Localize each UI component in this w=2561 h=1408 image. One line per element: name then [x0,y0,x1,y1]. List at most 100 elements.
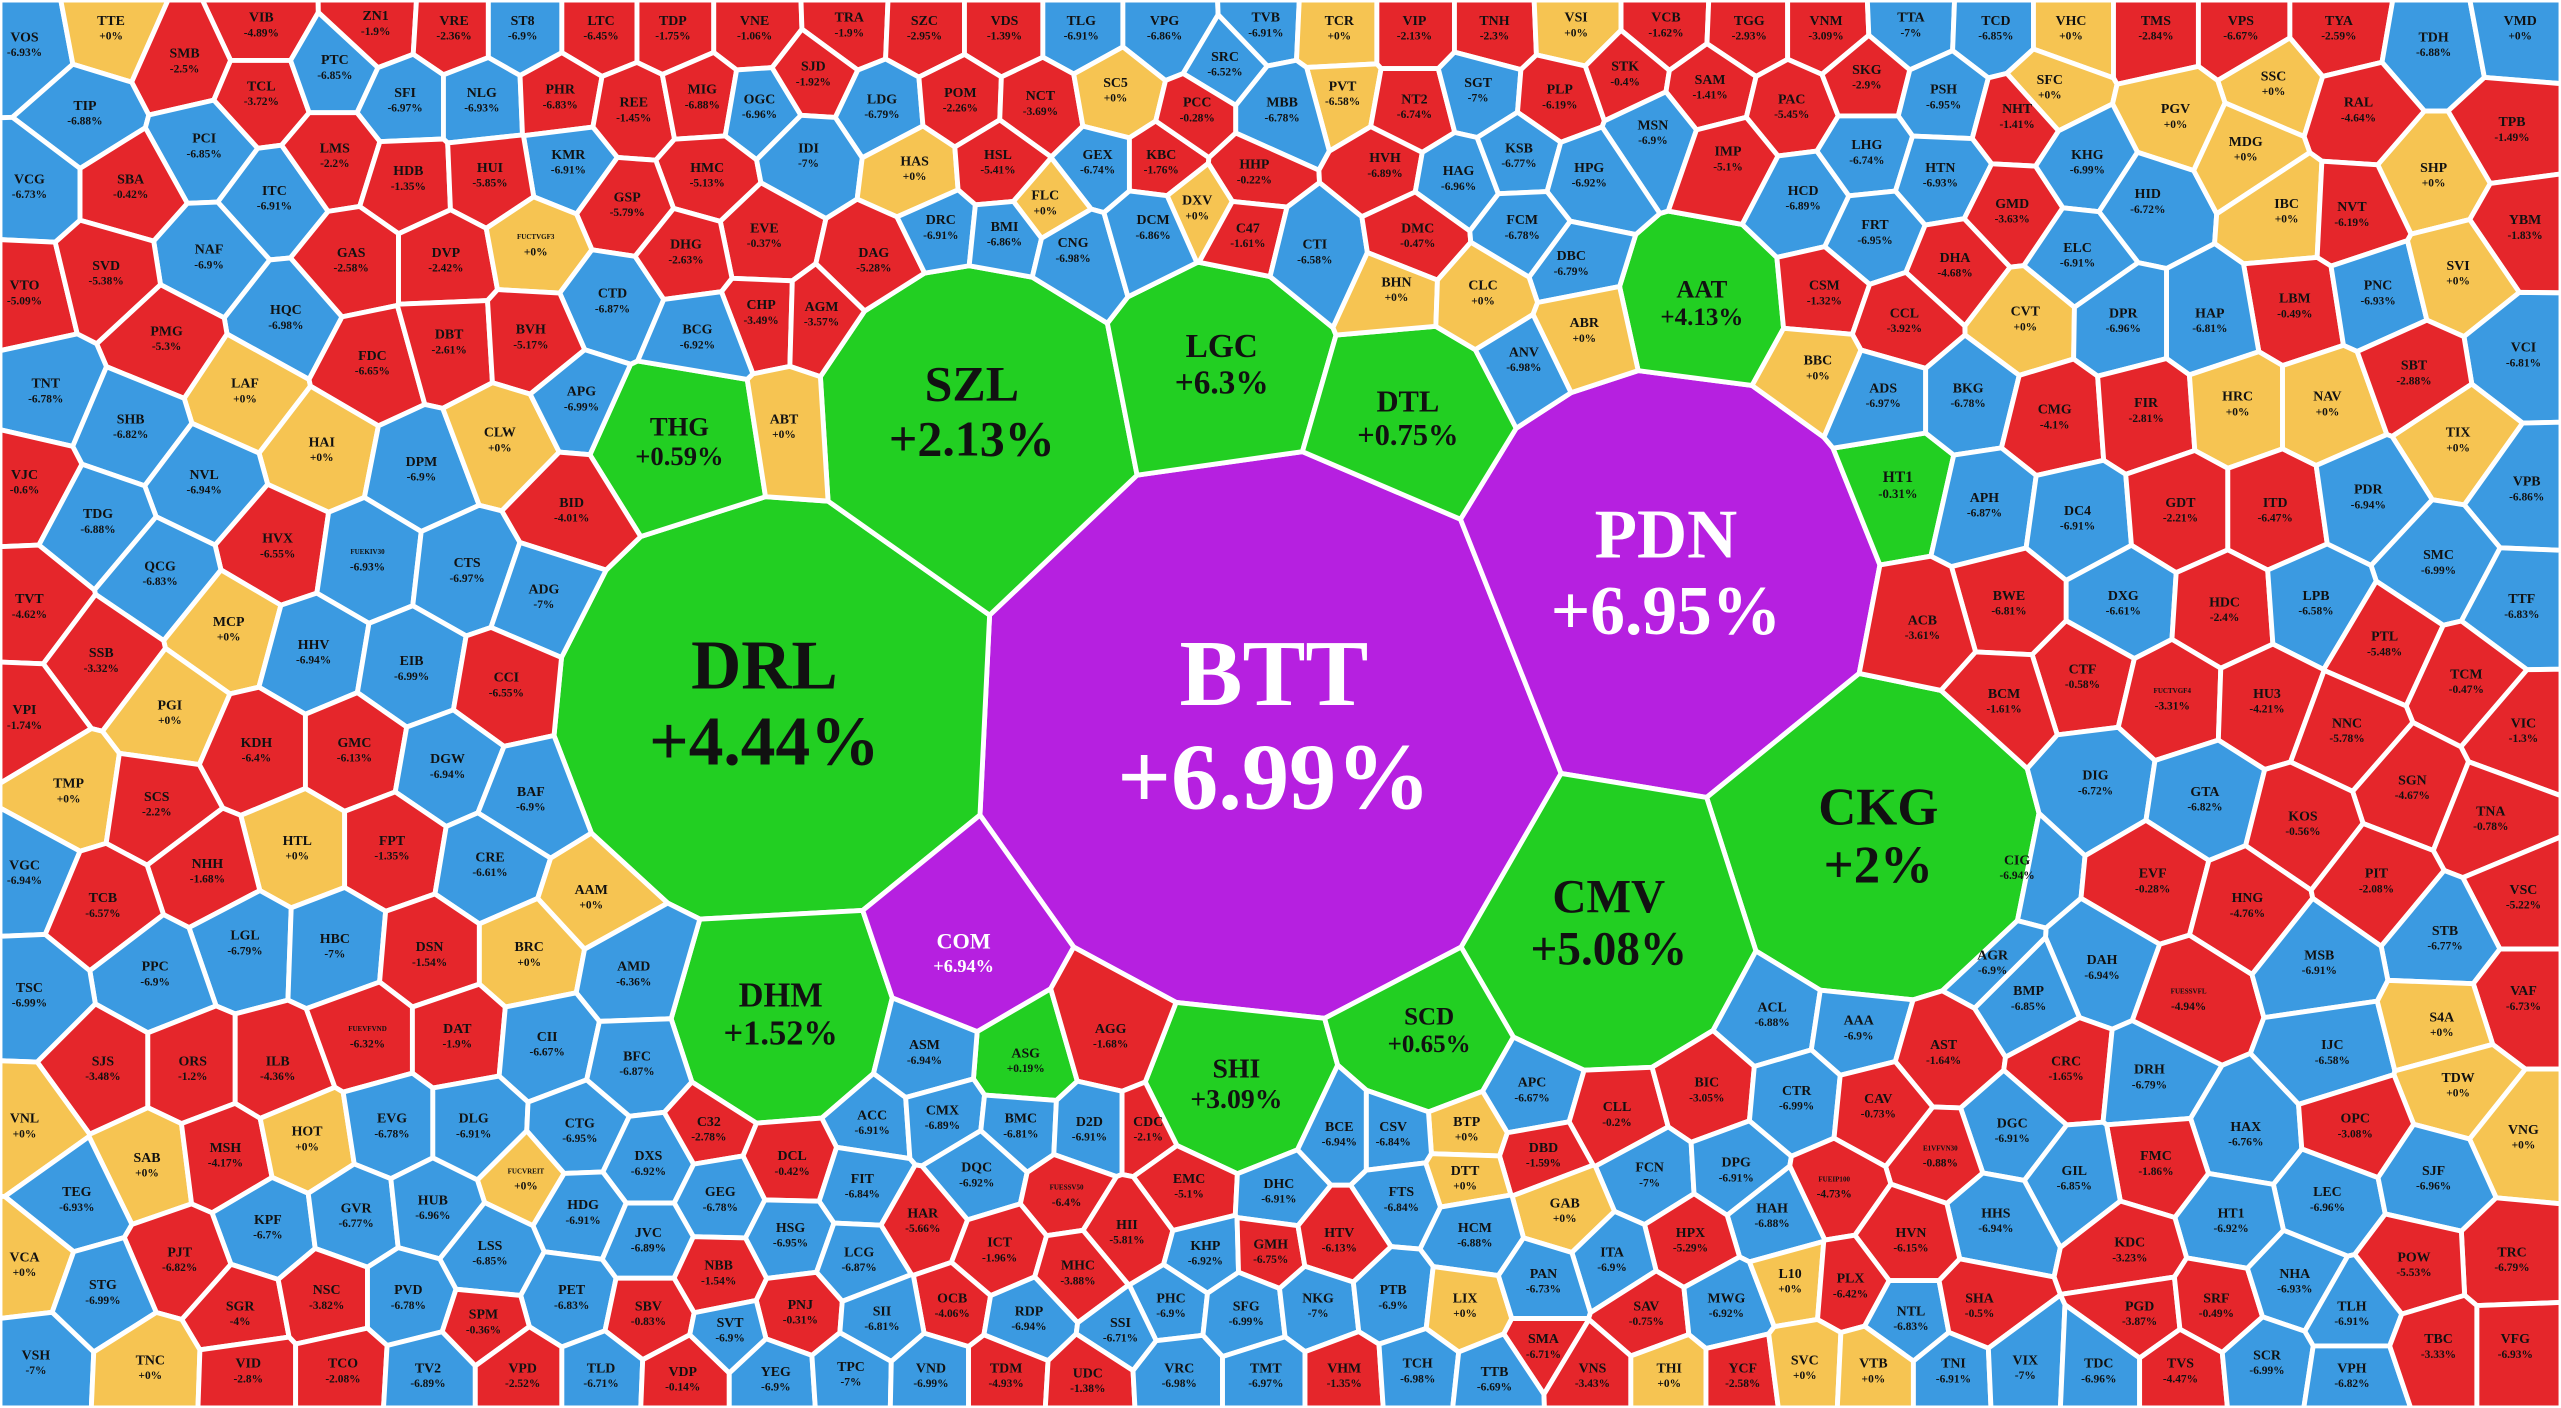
ticker-label: C47 [1236,221,1260,236]
change-label: -6.87% [619,1066,654,1078]
change-label: -0.22% [1237,174,1272,186]
change-label: -6.78% [1505,230,1540,242]
change-label: -7% [2015,1370,2036,1382]
ticker-label: SJD [801,60,826,75]
ticker-label: BCM [1988,687,2020,702]
ticker-label: CTS [454,556,481,571]
change-label: -0.47% [2449,684,2484,696]
ticker-label: HAG [1443,164,1475,179]
ticker-label: GEG [705,1185,736,1200]
ticker-label: AGM [805,300,839,315]
change-label: -6.76% [2228,1136,2263,1148]
ticker-label: SAV [1633,1299,1659,1314]
ticker-label: MIG [688,83,717,98]
ticker-label: FLC [1031,189,1059,204]
ticker-label: VPG [1150,14,1179,29]
change-label: -3.08% [2338,1128,2373,1140]
change-label: -5.81% [1109,1234,1144,1246]
change-label: -2.08% [325,1373,360,1385]
change-label: -0.58% [2065,679,2100,691]
ticker-label: HSL [984,148,1012,163]
ticker-label: EVG [377,1112,407,1127]
change-label: -6.72% [2130,204,2165,216]
change-label: +0% [233,393,257,405]
change-label: -5.38% [89,276,124,288]
change-label: -6.97% [387,103,422,115]
change-label: -6.78% [1265,112,1300,124]
ticker-label: HT1 [1883,469,1913,486]
ticker-label: DRL [691,627,838,704]
change-label: -6.88% [685,99,720,111]
ticker-label: SFG [1233,1299,1260,1314]
change-label: -6.87% [1967,508,2002,520]
ticker-label: BRC [515,940,544,955]
ticker-label: HTN [1925,161,1955,176]
ticker-label: VIX [2013,1353,2038,1368]
ticker-label: TTA [1897,11,1924,26]
ticker-label: HHP [1239,158,1270,173]
change-label: -6.91% [2060,258,2095,270]
ticker-label: DSN [416,940,444,955]
change-label: -6.94% [2084,970,2119,982]
ticker-label: BWE [1993,589,2025,604]
change-label: +0% [903,171,927,183]
change-label: -2.3% [1480,31,1510,43]
change-label: -6.91% [1248,27,1283,39]
ticker-label: SVT [717,1316,745,1331]
ticker-label: AMD [617,960,650,975]
ticker-label: SAB [133,1151,160,1166]
change-label: -6.96% [2081,1373,2116,1385]
stock-cell: HAX-6.76% [2188,1050,2305,1187]
change-label: +0% [2164,119,2188,131]
ticker-label: CIG [2004,854,2030,869]
ticker-label: FUEVFVND [348,1025,387,1033]
change-label: -6.89% [1367,168,1402,180]
change-label: -6.99% [2249,1365,2284,1377]
ticker-label: SCS [144,790,170,805]
ticker-label: BMC [1005,1112,1037,1127]
change-label: +0% [524,246,548,258]
ticker-label: FIR [2134,396,2159,411]
ticker-label: C32 [697,1115,721,1130]
change-label: -2.58% [1725,1378,1760,1390]
change-label: -1.96% [982,1252,1017,1264]
change-label: -6.91% [1064,31,1099,43]
change-label: -6.89% [631,1243,666,1255]
ticker-label: VJC [11,468,38,483]
change-label: -6.79% [2494,1262,2529,1274]
ticker-label: SMB [170,47,200,62]
ticker-label: EVF [2139,867,2167,882]
ticker-label: AAA [1844,1014,1874,1029]
change-label: -1.59% [1526,1158,1561,1170]
change-label: -6.87% [595,303,630,315]
change-label: -3.48% [85,1071,120,1083]
ticker-label: CMV [1552,872,1665,924]
stock-cell: NLG -6.93% [440,55,525,146]
change-label: -6.94% [1978,1223,2013,1235]
change-label: -3.69% [1023,106,1058,118]
change-label: +5.08% [1530,924,1687,976]
ticker-label: TMT [1250,1362,1282,1377]
ticker-label: FUCTVGF4 [2154,687,2192,695]
ticker-label: TNH [1479,14,1509,29]
change-label: -4.1% [2040,419,2070,431]
ticker-label: CAV [1864,1092,1892,1107]
ticker-label: VNE [740,14,769,29]
change-label: -6.79% [864,109,899,121]
ticker-label: DMC [1401,221,1434,236]
stock-cell: SVC +0% [1766,1317,1844,1408]
change-label: +0% [2262,86,2286,98]
change-label: +0% [488,442,512,454]
change-label: -6.61% [2106,606,2141,618]
change-label: -0.36% [466,1324,501,1336]
ticker-label: YBM [2509,213,2541,228]
change-label: -6.79% [227,945,262,957]
ticker-label: ACL [1757,1001,1786,1016]
ticker-label: TGG [1734,14,1765,29]
change-label: -5.28% [856,263,891,275]
cell-shape [2474,1300,2561,1408]
change-label: -6.98% [1506,362,1541,374]
ticker-label: DCM [1137,213,1170,228]
change-label: -0.2% [1602,1117,1632,1129]
ticker-label: SSB [89,646,114,661]
